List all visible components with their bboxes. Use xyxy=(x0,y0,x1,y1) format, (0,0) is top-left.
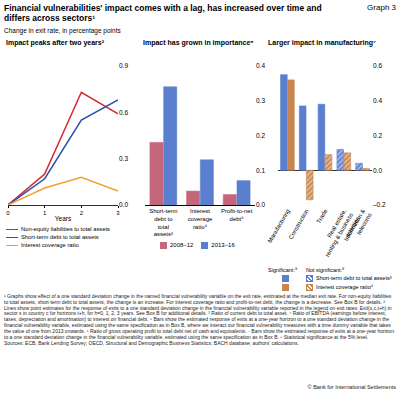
svg-text:0.0: 0.0 xyxy=(256,201,265,208)
html-text:2008–12: 2008–12 xyxy=(170,242,194,248)
svg-text:Profit-to-netdebt⁶: Profit-to-netdebt⁶ xyxy=(221,208,253,222)
html-text:Significant:⁸: Significant:⁸ xyxy=(268,267,298,273)
html-text:¹ Graphs show effect of a one: ¹ Graphs show effect of a one standard d… xyxy=(4,293,394,340)
html-text:Impact peaks after two years²: Impact peaks after two years² xyxy=(6,39,104,46)
html-text:Larger impact in manufacturing: Larger impact in manufacturing⁷ xyxy=(268,39,376,46)
svg-text:Trade: Trade xyxy=(316,207,329,224)
html-text:Financial vulnerabilities' imp: Financial vulnerabilities' impact comes … xyxy=(4,3,322,23)
svg-text:0.2: 0.2 xyxy=(256,132,265,139)
html-text:Not significant:⁸: Not significant:⁸ xyxy=(306,267,345,273)
svg-text:Real estate,renting & business: Real estate,renting & businessactivities xyxy=(317,208,361,262)
html-text:Non-equity liabilities to tota: Non-equity liabilities to total assets xyxy=(21,226,110,232)
svg-text:Years: Years xyxy=(55,215,72,222)
html-text:Short-term debt to total asset: Short-term debt to total assets xyxy=(21,234,99,240)
svg-text:0.2: 0.2 xyxy=(373,132,382,139)
html-text:Change in exit rate, in percen: Change in exit rate, in percentage point… xyxy=(4,27,121,34)
svg-text:0.0: 0.0 xyxy=(119,201,128,208)
svg-text:–0.2: –0.2 xyxy=(373,201,386,208)
html-text:Interest coverage ratio⁴: Interest coverage ratio⁴ xyxy=(316,283,374,290)
html-text:2013–16: 2013–16 xyxy=(211,242,235,248)
svg-text:0.0: 0.0 xyxy=(373,167,382,174)
svg-text:0.4: 0.4 xyxy=(373,97,382,104)
svg-text:0: 0 xyxy=(6,210,10,216)
svg-text:0.6: 0.6 xyxy=(373,62,382,69)
html-text:Impact has grown in importance: Impact has grown in importance⁵ xyxy=(143,39,254,46)
svg-text:Short-termdebt tototalassets³: Short-termdebt tototalassets³ xyxy=(149,208,177,237)
svg-text:0.9: 0.9 xyxy=(119,62,128,69)
html-text:© Bank for International Settl: © Bank for International Settlements xyxy=(307,384,396,390)
svg-text:0.3: 0.3 xyxy=(119,155,128,162)
html-text:Sources: ECB, Bank Lending Sur: Sources: ECB, Bank Lending Survey; OECD,… xyxy=(4,340,299,347)
svg-text:0.6: 0.6 xyxy=(119,109,128,116)
svg-text:2: 2 xyxy=(80,210,84,216)
svg-text:0.3: 0.3 xyxy=(256,97,265,104)
svg-text:Interestcoverageratio⁴: Interestcoverageratio⁴ xyxy=(188,208,213,230)
svg-text:3: 3 xyxy=(116,210,120,216)
svg-text:Manufacturing: Manufacturing xyxy=(267,208,291,244)
html-text:Short-term debt to total asset: Short-term debt to total assets³ xyxy=(316,274,392,281)
svg-text:Construction: Construction xyxy=(288,208,310,240)
svg-text:Information &telecoms: Information &telecoms xyxy=(343,208,373,246)
html-text:Interest coverage ratio: Interest coverage ratio xyxy=(21,242,79,248)
svg-text:0.4: 0.4 xyxy=(256,62,265,69)
html-text:Graph 3: Graph 3 xyxy=(367,3,396,12)
svg-text:1: 1 xyxy=(43,210,47,216)
svg-text:0.1: 0.1 xyxy=(256,167,265,174)
